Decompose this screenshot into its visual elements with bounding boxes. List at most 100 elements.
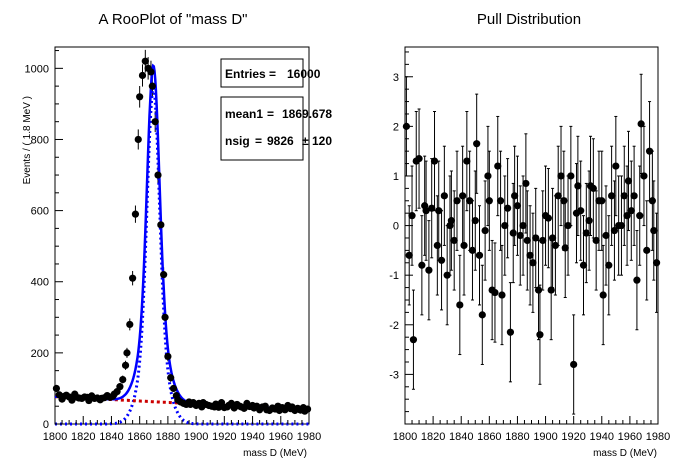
pull-data-point [463,157,471,165]
pull-data-point [582,229,590,237]
pull-data-point [405,251,413,259]
right-chart-title: Pull Distribution [477,11,581,28]
pull-data-point [506,328,515,336]
pull-data-point [579,261,588,269]
pull-data-point [612,162,620,170]
left-data-point [136,93,144,101]
nsig-equals: = [255,134,262,148]
pull-data-point [513,202,522,210]
left-data-point [119,375,127,384]
pull-data-point [491,288,499,297]
right-y-tick-label: 0 [393,221,399,233]
left-data-point [123,349,131,357]
pull-data-point [415,155,423,163]
pull-data-point [509,229,517,237]
pull-data-point [630,192,638,200]
pull-data-point [561,244,569,252]
left-data-point [161,313,169,321]
left-data-point [131,210,140,218]
right-x-tick-label: 1840 [449,431,473,443]
right-y-tick-label: -1 [389,270,399,282]
mean1-equals: = [267,107,274,121]
pull-data-point [564,221,572,230]
right-x-tick-label: 1800 [393,431,417,443]
pull-data-point [484,172,492,180]
pull-data-point [450,236,458,245]
left-data-point [303,405,312,413]
pull-data-point [526,251,534,259]
left-y-axis-title: Events / ( 1.8 MeV ) [22,96,33,184]
pull-data-point [637,120,645,128]
pull-data-point [422,207,430,215]
pull-data-point [610,226,619,235]
pull-data-point [602,231,610,240]
pull-data-point [408,212,416,220]
left-data-point [154,171,162,179]
pull-data-point [447,217,455,225]
pull-data-point [548,234,557,242]
pull-data-point [468,246,477,254]
pull-data-point [460,241,468,250]
pull-data-point [478,311,486,319]
left-x-tick-label: 1820 [71,431,95,443]
pull-data-point [501,221,509,230]
left-y-tick-label: 400 [31,277,49,289]
right-y-tick-label: -3 [389,369,399,381]
left-x-tick-label: 1880 [156,431,180,443]
left-axes-layer: 1800 1820 1840 1860 1880 1900 1920 1940 1960 1980… [25,50,321,443]
pull-data-point [430,157,439,165]
right-axes-layer: 1800 1820 1840 1860 1880 1900 1920 1940 1960 1980… [389,51,670,443]
left-data-point [116,383,124,391]
right-y-tick-label: 1 [393,171,399,183]
pull-data-point [409,336,418,344]
pull-data-point [648,197,656,205]
pull-data-point [624,177,633,185]
pull-data-point [459,192,467,200]
pull-data-point [539,236,547,245]
left-y-tick-label: 1000 [25,63,49,75]
left-x-tick-label: 1860 [127,431,151,443]
pull-data-point [511,192,519,200]
pull-data-point [636,212,644,220]
left-data-point [160,271,168,279]
entries-value: 16000 [287,67,321,81]
pull-data-point [560,197,568,205]
mean1-value: 1869.678 [282,107,332,121]
right-x-tick-label: 1880 [505,431,529,443]
left-data-point [157,221,165,229]
left-panel: A RooPlot of "mass D" 1800 1820 1840 1860 18… [22,11,332,459]
right-x-tick-label: 1820 [421,431,445,443]
pull-data-point [577,207,585,215]
pull-data-point [440,192,448,200]
left-x-axis-title: mass D (MeV) [243,448,307,459]
pull-data-point [425,266,433,274]
pull-data-point [623,212,631,220]
pull-data-point [481,226,489,235]
pull-data-point [453,197,461,205]
pull-data-point [547,286,555,294]
left-y-tick-label: 200 [31,348,49,360]
pull-data-point [627,207,635,215]
nsig-pm: ± [302,134,309,148]
left-x-tick-label: 1960 [269,431,293,443]
right-x-tick-label: 1860 [477,431,501,443]
left-data-point [164,352,172,361]
pull-data-point [585,217,593,225]
entries-box [220,58,304,88]
pull-data-point [608,192,616,200]
left-y-tick-label: 0 [43,419,49,431]
nsig-label: nsig [225,134,250,148]
right-panel: Pull Distribution 1800 1820 1840 1860 1880 19… [389,11,670,459]
left-data-point [169,384,178,393]
left-x-tick-label: 1940 [240,431,264,443]
entries-label: Entries [225,67,266,81]
left-y-tick-label: 600 [31,206,49,218]
left-data-point [148,82,156,90]
pull-data-point [643,246,651,254]
right-y-tick-label: -2 [389,320,399,332]
pull-data-point [435,207,443,215]
pull-data-point [475,251,484,259]
pull-data-point [523,236,531,245]
